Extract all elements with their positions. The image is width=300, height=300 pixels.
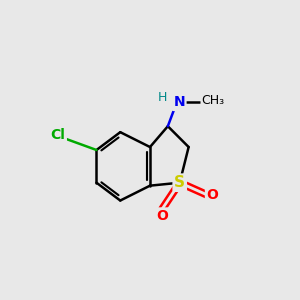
Text: Cl: Cl [50,128,65,142]
Text: CH₃: CH₃ [201,94,224,107]
Text: H: H [158,91,167,103]
Text: S: S [174,175,185,190]
Text: O: O [156,209,168,223]
Text: O: O [206,188,218,202]
Text: N: N [173,95,185,110]
